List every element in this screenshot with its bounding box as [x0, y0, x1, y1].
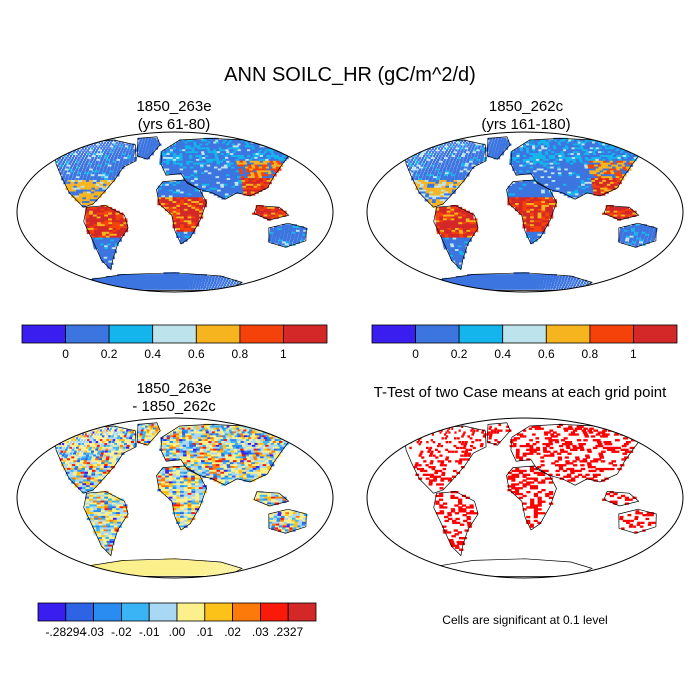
colorbar-2-box	[633, 324, 678, 344]
figure-title: ANN SOILC_HR (gC/m^2/d)	[224, 64, 476, 86]
coastline-antarctica	[432, 558, 593, 577]
colorbar-2-tick-label: 0.4	[494, 347, 511, 361]
significance-note: Cells are significant at 0.1 level	[442, 613, 608, 627]
colorbar-1-box	[195, 324, 241, 344]
map-2-border	[366, 131, 684, 293]
colorbar-1-box	[239, 324, 284, 344]
colorbar-2: 0 0.2 0.4 0.6 0.8 1	[371, 324, 678, 361]
coastline-southAmerica	[83, 205, 129, 271]
colorbar-3-box	[148, 602, 178, 622]
colorbar-3-tick-label: .02	[224, 625, 241, 639]
coastline-australia	[618, 508, 657, 534]
colorbar-3-box	[176, 602, 206, 622]
colorbar-3-tick-label: -.03	[83, 625, 104, 639]
map-3-cells	[55, 423, 308, 576]
coastline-seAsia	[253, 491, 290, 507]
colorbar-3-tick-label: -.02	[111, 625, 132, 639]
colorbar-2-box	[545, 324, 591, 344]
colorbar-3-tick-label: .01	[196, 625, 213, 639]
panel-2-title-line1: 1850_262c	[488, 98, 564, 115]
colorbar-3-box	[93, 602, 122, 622]
colorbar-2-tick-label: 0	[412, 347, 419, 361]
colorbar-1-tick-label: 0.2	[101, 347, 118, 361]
coastline-greenland	[136, 422, 161, 446]
coastline-northAmerica	[404, 139, 487, 208]
colorbar-2-tick-label: 0.8	[582, 347, 599, 361]
colorbar-2-tick-label: 1	[630, 347, 637, 361]
colorbar-3-box	[121, 602, 150, 622]
panel-1-title-line1: 1850_263e	[136, 98, 212, 115]
coastline-australia	[268, 508, 307, 534]
coastline-northAmerica	[54, 139, 137, 208]
colorbar-3-box	[232, 602, 261, 622]
coastline-southAmerica	[433, 205, 479, 271]
colorbar-2-box	[589, 324, 634, 344]
colorbar-3-box	[37, 602, 67, 622]
colorbar-3-tick-label: -.01	[139, 625, 160, 639]
coastline-seAsia	[603, 491, 640, 507]
map-4-border	[366, 417, 684, 579]
map-4-cells	[409, 423, 656, 551]
colorbar-2-box	[415, 324, 460, 344]
panel-3-title-line1: 1850_263e	[136, 380, 212, 397]
colorbar-1-tick-label: 0.8	[232, 347, 249, 361]
coastline-southAmerica	[433, 491, 479, 557]
coastline-africa	[506, 465, 557, 531]
colorbar-1-box	[65, 324, 110, 344]
colorbar-3: -.28294-.03 -.02 -.01 .00 .01 .02 .03 .2327	[37, 602, 317, 639]
colorbar-2-box	[502, 324, 547, 344]
colorbar-3-box	[259, 602, 289, 622]
coastline-greenland	[136, 136, 161, 160]
map-1-cells	[55, 137, 308, 290]
colorbar-2-box	[371, 324, 416, 344]
colorbar-1-tick-label: 0.6	[188, 347, 205, 361]
map-3-border	[16, 417, 334, 579]
map-2-cells	[405, 137, 658, 290]
coastline-australia	[268, 222, 307, 248]
coastline-northAmerica	[54, 425, 137, 494]
coastline-southAmerica	[83, 491, 129, 557]
map-panel-1	[16, 131, 334, 293]
colorbar-1-tick-label: 0.4	[144, 347, 161, 361]
coastline-greenland	[486, 422, 511, 446]
colorbar-3-tick-label: .03	[252, 625, 269, 639]
coastline-africa	[506, 179, 557, 245]
colorbar-1-tick-label: 0	[62, 347, 69, 361]
colorbar-2-box	[458, 324, 504, 344]
colorbar-3-box	[287, 602, 317, 622]
coastline-africa	[156, 179, 207, 245]
coastline-greenland	[486, 136, 511, 160]
panel-2-title: 1850_262c (yrs 161-180)	[401, 98, 651, 134]
colorbar-3-tick-label: .00	[169, 625, 186, 639]
colorbar-3-tick-label: -.28294	[45, 625, 86, 639]
colorbar-3-box	[65, 602, 95, 622]
panel-3-title-line2: - 1850_262c	[132, 398, 216, 415]
coastline-seAsia	[253, 205, 290, 221]
colorbar-1-tick-label: 1	[280, 347, 287, 361]
coastline-seAsia	[603, 205, 640, 221]
colorbar-3-tick-label: .2327	[273, 625, 303, 639]
map-panel-3	[16, 417, 334, 579]
colorbar-1: 0 0.2 0.4 0.6 0.8 1	[21, 324, 328, 361]
panel-3-title: 1850_263e - 1850_262c	[49, 380, 299, 416]
map-panel-2	[366, 131, 684, 293]
map-1-border	[16, 131, 334, 293]
panel-1-title: 1850_263e (yrs 61-80)	[49, 98, 299, 134]
colorbar-1-box	[282, 324, 328, 344]
colorbar-2-tick-label: 0.2	[451, 347, 468, 361]
colorbar-1-box	[152, 324, 197, 344]
coastline-australia	[618, 222, 657, 248]
panel-1-title-line2: (yrs 61-80)	[137, 116, 211, 133]
map-panel-4	[366, 417, 684, 579]
colorbar-1-box	[21, 324, 66, 344]
coastline-northAmerica	[404, 425, 487, 494]
coastline-africa	[156, 465, 207, 531]
panel-2-title-line2: (yrs 161-180)	[481, 116, 571, 133]
colorbar-1-box	[108, 324, 154, 344]
panel-4-title: T-Test of two Case means at each grid po…	[373, 384, 667, 401]
colorbar-3-box	[204, 602, 234, 622]
colorbar-2-tick-label: 0.6	[538, 347, 555, 361]
